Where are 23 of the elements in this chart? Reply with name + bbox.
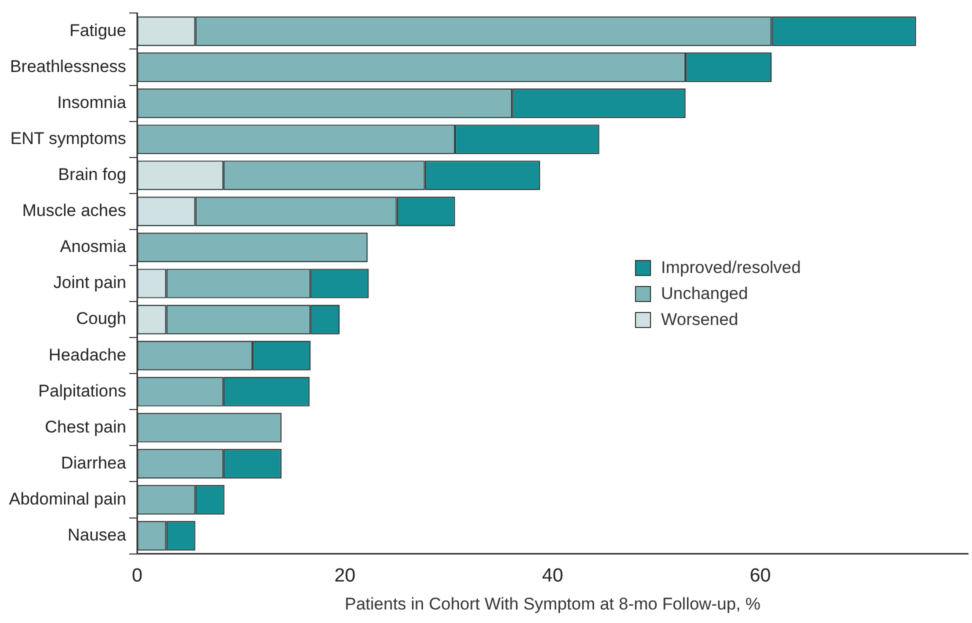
y-tick-label: Nausea (68, 525, 127, 544)
y-tick-label: Diarrhea (60, 453, 127, 472)
y-tick-label: Fatigue (69, 20, 126, 40)
y-tick-label: Muscle aches (22, 201, 126, 220)
y-tick-label: Insomnia (57, 92, 127, 112)
y-tick-label: Palpitations (38, 381, 126, 400)
legend-label: Unchanged (661, 284, 748, 304)
y-tick-label: Joint pain (53, 273, 126, 292)
x-tick-label: 60 (750, 565, 771, 586)
x-tick-label: 0 (132, 565, 142, 586)
x-axis-title: Patients in Cohort With Symptom at 8-mo Follow-up, % (344, 594, 760, 614)
y-tick-label: Abdominal pain (8, 489, 126, 508)
y-tick-label: Anosmia (60, 237, 127, 256)
y-tick-label: Brain fog (58, 165, 126, 184)
y-tick-label: ENT symptoms (10, 129, 126, 148)
x-tick-label: 20 (334, 565, 356, 586)
y-tick-label: Breathlessness (10, 56, 126, 76)
legend-label: Improved/resolved (661, 258, 801, 278)
y-tick-label: Cough (76, 309, 126, 328)
y-tick-label: Headache (48, 345, 126, 364)
legend-label: Worsened (661, 310, 738, 330)
y-tick-label: Chest pain (44, 417, 126, 436)
x-tick-label: 40 (542, 565, 564, 586)
